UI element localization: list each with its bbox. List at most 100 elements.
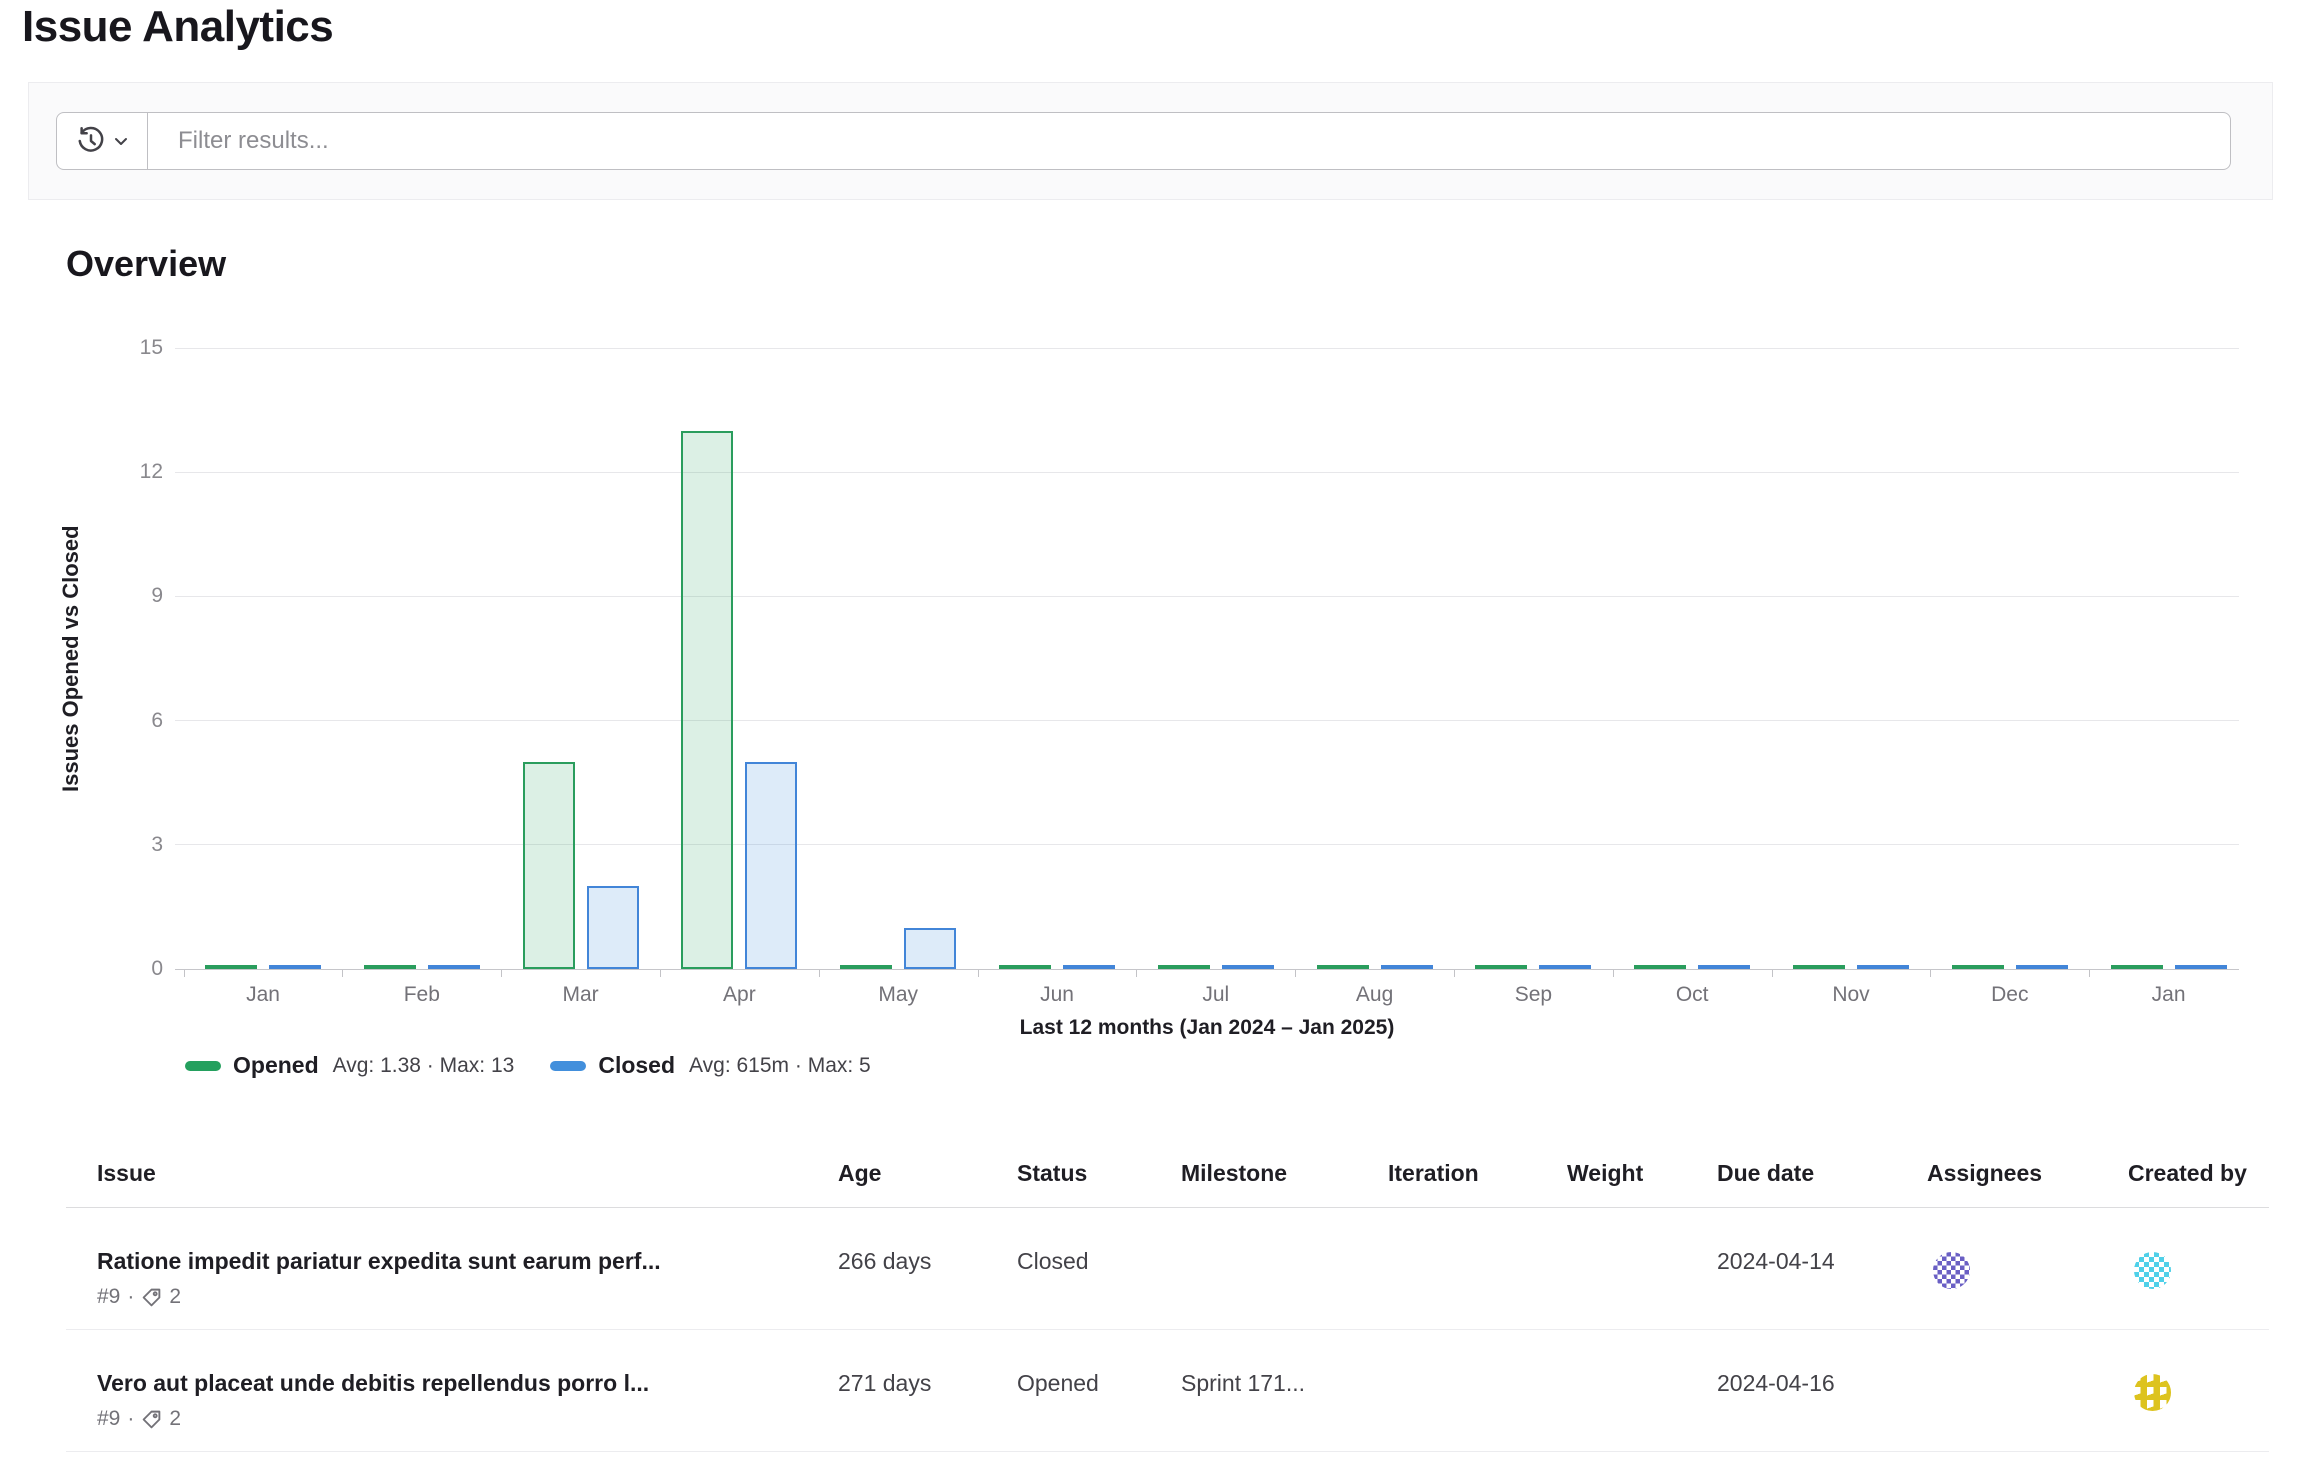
- x-tick-label-8-sep: Sep: [1514, 983, 1553, 1006]
- bar-closed-4-may[interactable]: [904, 928, 957, 969]
- gridline-y-3: [175, 844, 2239, 846]
- assignee-avatar[interactable]: [1933, 1252, 1970, 1289]
- age-cell: 271 days: [838, 1370, 932, 1396]
- x-tick-label-11-dec: Dec: [1991, 983, 2029, 1006]
- opened-series-swatch: [185, 1060, 221, 1071]
- x-tick-label-10-nov: Nov: [1832, 983, 1870, 1006]
- x-tick-label-2-mar: Mar: [562, 983, 599, 1006]
- x-tick-label-6-jul: Jul: [1202, 983, 1230, 1006]
- x-axis-tick-mark: [342, 969, 344, 977]
- issue-meta: #9 · 2: [97, 1285, 838, 1309]
- bar-closed-10-nov[interactable]: [1857, 965, 1909, 969]
- y-tick-label-9: 9: [151, 584, 163, 608]
- milestone-cell: Sprint 171...: [1181, 1370, 1306, 1396]
- table-row: Ratione impedit pariatur expedita sunt e…: [66, 1208, 2269, 1330]
- column-header-weight: Weight: [1567, 1160, 1644, 1186]
- legend-label-opened: Opened: [233, 1052, 319, 1078]
- legend-item-closed[interactable]: Closed Avg: 615m · Max: 5: [550, 1052, 871, 1079]
- label-tag-icon: [141, 1409, 162, 1430]
- legend-item-opened[interactable]: Opened Avg: 1.38 · Max: 13: [185, 1052, 514, 1079]
- chart-legend: Opened Avg: 1.38 · Max: 13 Closed Avg: 6…: [185, 1052, 871, 1079]
- filter-results-input[interactable]: [147, 112, 2231, 170]
- bar-closed-3-apr[interactable]: [745, 762, 798, 969]
- bar-opened-10-nov[interactable]: [1793, 965, 1845, 969]
- bar-closed-9-oct[interactable]: [1698, 965, 1751, 969]
- bar-closed-12-jan[interactable]: [2174, 965, 2227, 969]
- filter-history-button[interactable]: [56, 112, 148, 170]
- y-tick-label-12: 12: [139, 460, 163, 484]
- chart-plot: 0 3 6 9 12 15 Jan Feb Mar Apr May Jun Jul Aug Sep Oct No…: [140, 336, 2239, 1006]
- issue-reference: #9: [97, 1407, 121, 1430]
- bar-closed-2-mar[interactable]: [586, 886, 639, 969]
- created-by-avatar[interactable]: [2134, 1374, 2171, 1411]
- x-axis-tick-mark: [660, 969, 661, 977]
- legend-stats-opened: Avg: 1.38 · Max: 13: [332, 1053, 515, 1077]
- page-title: Issue Analytics: [22, 2, 334, 51]
- label-tag-icon: [141, 1287, 162, 1308]
- issues-table: Issue Age Status Milestone Iteration Wei…: [66, 1140, 2269, 1452]
- bar-opened-12-jan[interactable]: [2110, 965, 2163, 969]
- bar-opened-11-dec[interactable]: [1951, 965, 2004, 969]
- y-tick-label-6: 6: [151, 708, 163, 732]
- x-axis-tick-mark: [977, 969, 979, 977]
- bar-opened-9-oct[interactable]: [1634, 965, 1687, 969]
- bar-closed-7-aug[interactable]: [1380, 965, 1433, 969]
- x-tick-label-4-may: May: [878, 983, 919, 1006]
- filter-bar: [28, 82, 2273, 200]
- bar-opened-6-jul[interactable]: [1157, 965, 1210, 969]
- issue-title-link[interactable]: Vero aut placeat unde debitis repellendu…: [97, 1370, 650, 1396]
- created-by-avatar[interactable]: [2134, 1252, 2171, 1289]
- bar-closed-5-jun[interactable]: [1063, 965, 1115, 969]
- bar-opened-4-may[interactable]: [840, 965, 893, 969]
- label-count: 2: [169, 1407, 182, 1430]
- bar-opened-8-sep[interactable]: [1475, 965, 1528, 969]
- issue-title-link[interactable]: Ratione impedit pariatur expedita sunt e…: [97, 1248, 661, 1274]
- due-date-cell: 2024-04-16: [1717, 1370, 1835, 1396]
- assignees-cell: [1927, 1370, 2128, 1437]
- x-axis-tick-mark: [818, 969, 820, 977]
- x-axis-tick-mark: [501, 969, 503, 977]
- legend-stats-closed: Avg: 615m · Max: 5: [689, 1053, 871, 1077]
- iteration-cell: [1388, 1248, 1567, 1315]
- bar-opened-5-jun[interactable]: [999, 965, 1051, 969]
- label-count: 2: [169, 1285, 182, 1308]
- bar-closed-0-jan[interactable]: [269, 965, 321, 969]
- bar-closed-1-feb[interactable]: [427, 965, 480, 969]
- column-header-assignees: Assignees: [1927, 1160, 2043, 1186]
- chevron-down-icon: [113, 133, 129, 149]
- column-header-created-by: Created by: [2128, 1160, 2247, 1186]
- bar-closed-8-sep[interactable]: [1539, 965, 1592, 969]
- y-tick-label-0: 0: [151, 957, 163, 980]
- x-axis-tick-mark: [1930, 969, 1932, 977]
- status-cell: Opened: [1017, 1370, 1099, 1396]
- x-tick-label-9-oct: Oct: [1675, 983, 1709, 1006]
- status-cell: Closed: [1017, 1248, 1089, 1274]
- meta-separator: ·: [127, 1285, 135, 1308]
- x-axis-tick-mark: [1454, 969, 1455, 977]
- meta-separator: ·: [127, 1407, 135, 1430]
- bar-opened-0-jan[interactable]: [205, 965, 257, 969]
- column-header-age: Age: [838, 1160, 882, 1186]
- bar-opened-3-apr[interactable]: [681, 431, 734, 969]
- column-header-iteration: Iteration: [1388, 1160, 1479, 1186]
- milestone-cell: [1181, 1248, 1388, 1315]
- column-header-issue: Issue: [97, 1160, 156, 1186]
- gridline-y-6: [175, 720, 2239, 722]
- bar-closed-6-jul[interactable]: [1221, 965, 1274, 969]
- x-tick-label-1-feb: Feb: [403, 983, 440, 1006]
- x-tick-label-0-jan: Jan: [246, 983, 280, 1006]
- bar-opened-7-aug[interactable]: [1316, 965, 1369, 969]
- issue-cell: Vero aut placeat unde debitis repellendu…: [97, 1370, 838, 1437]
- x-tick-label-5-jun: Jun: [1040, 983, 1074, 1006]
- x-tick-label-7-aug: Aug: [1355, 983, 1394, 1006]
- issues-table-header: Issue Age Status Milestone Iteration Wei…: [66, 1140, 2269, 1208]
- gridline-y-15: [175, 347, 2239, 349]
- column-header-due-date: Due date: [1717, 1160, 1815, 1186]
- due-date-cell: 2024-04-14: [1717, 1248, 1835, 1274]
- created-by-cell: [2128, 1370, 2269, 1437]
- bar-closed-11-dec[interactable]: [2015, 965, 2068, 969]
- x-tick-label-12-jan: Jan: [2151, 983, 2186, 1006]
- bar-opened-1-feb[interactable]: [363, 965, 416, 969]
- bar-opened-2-mar[interactable]: [522, 762, 575, 969]
